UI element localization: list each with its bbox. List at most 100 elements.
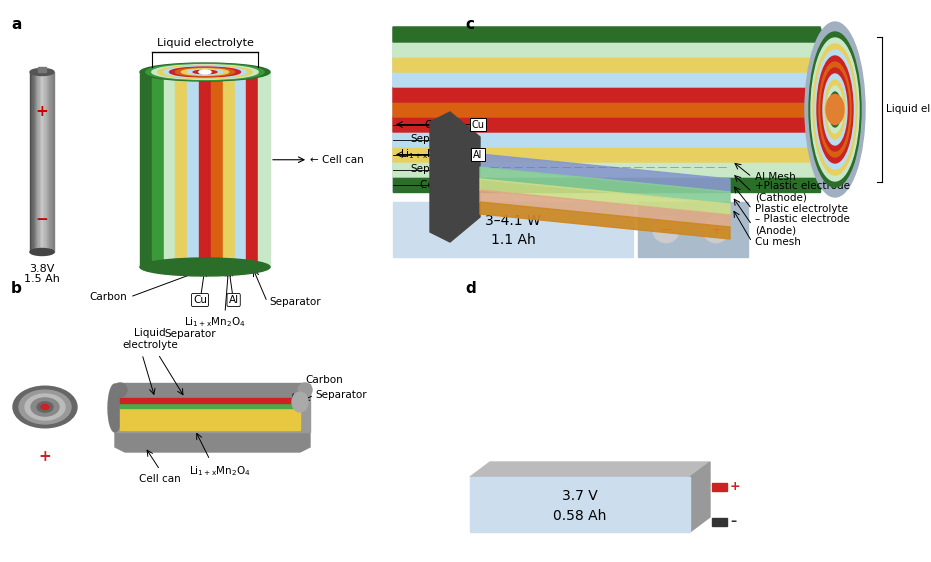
Bar [712, 483, 727, 491]
Text: −: − [660, 223, 672, 237]
Bar [48, 72, 49, 252]
Text: +: + [710, 223, 722, 237]
Bar [187, 72, 199, 267]
Ellipse shape [169, 67, 240, 77]
Text: –: – [730, 515, 736, 528]
Ellipse shape [164, 66, 247, 78]
Bar [247, 72, 258, 267]
Bar [47, 72, 48, 252]
Ellipse shape [140, 63, 270, 81]
Text: Separator: Separator [411, 165, 462, 174]
Bar [33, 72, 34, 252]
Text: +: + [38, 449, 51, 464]
Text: 0.58 Ah: 0.58 Ah [553, 509, 607, 523]
Text: Carbon: Carbon [89, 292, 127, 302]
Polygon shape [393, 117, 832, 132]
Ellipse shape [31, 398, 59, 416]
Text: Liquid
electrolyte: Liquid electrolyte [122, 328, 178, 350]
Bar [46, 72, 47, 252]
Polygon shape [115, 432, 310, 452]
Polygon shape [393, 27, 822, 42]
Bar [258, 72, 270, 267]
Ellipse shape [140, 258, 270, 276]
Ellipse shape [146, 64, 264, 80]
Text: d: d [466, 281, 477, 296]
Polygon shape [470, 462, 710, 477]
Bar [36, 72, 37, 252]
Text: Liquid electrolyte: Liquid electrolyte [156, 38, 253, 48]
Bar [115, 384, 310, 432]
Text: Carbon: Carbon [425, 120, 462, 129]
Ellipse shape [815, 50, 855, 169]
Polygon shape [393, 72, 832, 87]
Bar [51, 72, 53, 252]
Text: a: a [11, 17, 21, 32]
Ellipse shape [193, 70, 217, 74]
Polygon shape [480, 167, 730, 204]
Text: Separator: Separator [315, 390, 367, 400]
Text: Separator: Separator [164, 329, 216, 339]
Bar [40, 72, 41, 252]
Ellipse shape [298, 383, 312, 397]
Ellipse shape [37, 402, 53, 412]
Ellipse shape [809, 32, 861, 187]
Ellipse shape [152, 65, 258, 79]
Bar [393, 202, 633, 257]
Bar [49, 72, 50, 252]
Bar [120, 383, 305, 397]
Ellipse shape [805, 22, 865, 197]
Ellipse shape [30, 69, 54, 75]
Ellipse shape [199, 70, 211, 74]
Ellipse shape [826, 94, 844, 125]
Bar [50, 72, 51, 252]
Polygon shape [393, 147, 825, 162]
Text: Plastic electrolyte: Plastic electrolyte [755, 204, 848, 214]
Bar [43, 72, 45, 252]
Ellipse shape [703, 216, 729, 242]
Polygon shape [480, 154, 730, 192]
Ellipse shape [823, 74, 847, 145]
Polygon shape [393, 57, 829, 72]
Text: Liquid electrolyte: Liquid electrolyte [886, 105, 931, 115]
Ellipse shape [113, 383, 127, 397]
Ellipse shape [157, 65, 252, 79]
Ellipse shape [819, 62, 851, 157]
Ellipse shape [41, 405, 49, 410]
Text: $\mathrm{Li_{1+x}Mn_2O_4}$: $\mathrm{Li_{1+x}Mn_2O_4}$ [189, 464, 251, 478]
Bar [199, 72, 211, 267]
Ellipse shape [25, 394, 65, 420]
Bar [175, 72, 187, 267]
Polygon shape [393, 87, 838, 102]
Polygon shape [393, 162, 822, 177]
Bar [120, 398, 300, 403]
Polygon shape [393, 177, 820, 192]
Ellipse shape [813, 44, 857, 175]
Polygon shape [393, 27, 850, 192]
Ellipse shape [817, 56, 853, 163]
Bar [120, 403, 300, 408]
Polygon shape [430, 112, 480, 242]
Polygon shape [480, 179, 730, 215]
Ellipse shape [30, 248, 54, 256]
Text: +: + [35, 104, 48, 119]
Text: −: − [35, 212, 48, 227]
Text: – Plastic electrode
(Anode): – Plastic electrode (Anode) [755, 214, 850, 236]
Text: c: c [466, 17, 475, 32]
Text: Cu: Cu [471, 120, 484, 129]
Bar [34, 72, 36, 252]
Polygon shape [393, 42, 825, 57]
Text: Cell can: Cell can [420, 179, 462, 189]
Ellipse shape [829, 92, 841, 127]
Text: Separator: Separator [269, 297, 321, 307]
Text: $\mathrm{Li_{1+x}Mn_2O_4}$: $\mathrm{Li_{1+x}Mn_2O_4}$ [184, 315, 246, 329]
Bar [45, 72, 46, 252]
Polygon shape [393, 132, 829, 147]
Text: 1.5 Ah: 1.5 Ah [24, 274, 60, 284]
Ellipse shape [653, 216, 679, 242]
Text: Al: Al [229, 295, 238, 305]
Text: 3.7 V: 3.7 V [562, 490, 598, 503]
Bar [30, 72, 32, 252]
Ellipse shape [811, 38, 859, 181]
Bar [140, 72, 152, 267]
Bar [32, 72, 33, 252]
